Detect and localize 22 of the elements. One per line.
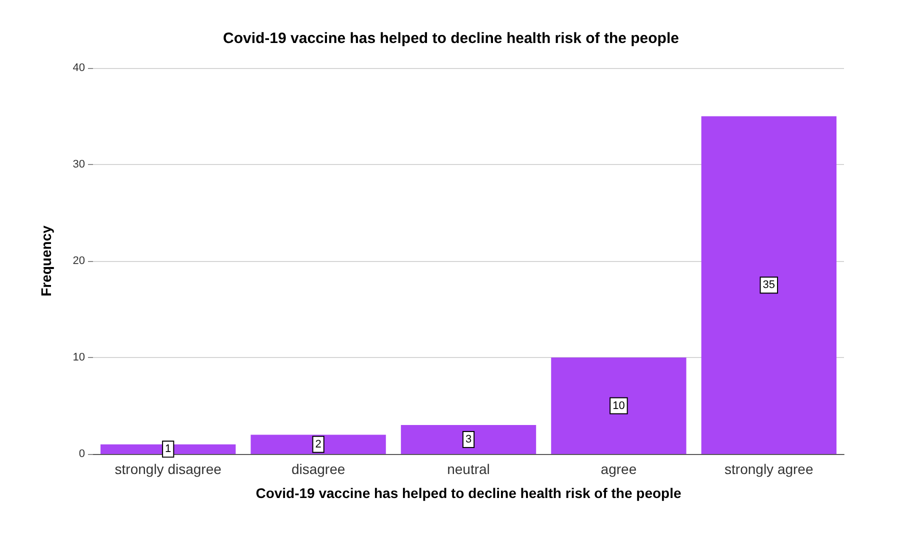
x-tick-label: strongly agree [724,461,814,477]
chart-title: Covid-19 vaccine has helped to decline health risk of the people [223,30,679,47]
y-axis-title: Frequency [38,225,54,296]
bar [701,116,836,454]
y-tick-label: 10 [72,352,85,364]
data-label: 10 [612,400,625,412]
x-tick-label: strongly disagree [114,461,222,477]
bar [551,358,686,454]
y-tick-label: 0 [78,448,85,460]
bar [400,425,536,454]
bar [250,434,386,454]
x-axis-title: Covid-19 vaccine has helped to decline health risk of the people [256,485,682,501]
y-tick-label: 40 [72,62,85,74]
data-label: 3 [465,434,472,446]
x-tick-label: agree [600,461,637,477]
y-tick-label: 30 [72,158,85,170]
data-label: 35 [762,279,776,292]
y-tick-label: 20 [72,255,85,267]
x-tick-label: neutral [447,461,490,477]
data-label: 1 [165,443,172,456]
x-tick-label: disagree [291,461,346,477]
data-label: 2 [315,438,322,450]
